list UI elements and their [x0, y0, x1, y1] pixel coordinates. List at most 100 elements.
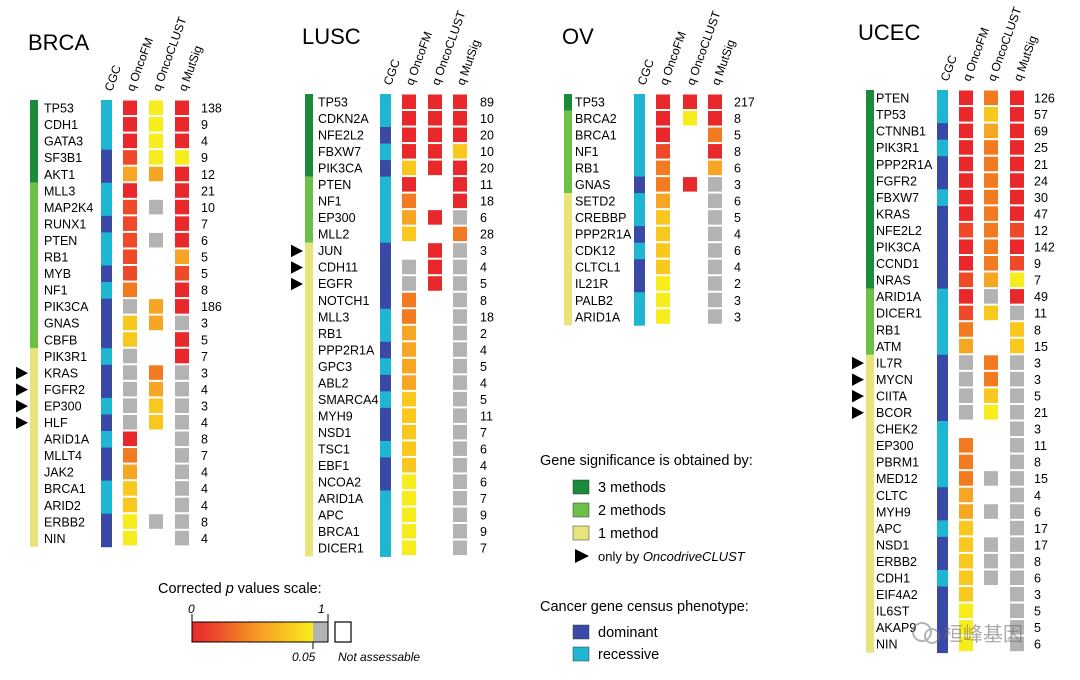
gene-row: MYH9 6	[876, 503, 1041, 521]
q-sig-cell	[1010, 371, 1024, 387]
q-sig-cell	[1010, 471, 1024, 486]
q-clust-cell	[428, 127, 442, 143]
cgc-cell	[101, 149, 112, 167]
legend-label: dominant	[598, 625, 658, 641]
gene-row: NF1 8	[44, 282, 208, 299]
gene-label: TP53	[575, 96, 605, 110]
cgc-cell	[380, 440, 391, 458]
q-fm-cell	[123, 266, 137, 281]
gene-label: ARID1A	[318, 492, 364, 506]
q-fm-cell	[959, 537, 973, 552]
mutation-count: 3	[201, 317, 208, 331]
q-clust-cell	[428, 210, 442, 225]
gene-label: PTEN	[876, 92, 909, 106]
gene-row: PIK3CA 186	[44, 298, 222, 316]
q-fm-cell	[959, 256, 973, 271]
gene-label: APC	[318, 509, 344, 523]
gene-row: APC 17	[876, 520, 1048, 538]
gene-row: PTEN 11	[318, 176, 493, 194]
q-sig-cell	[708, 160, 722, 176]
gene-row: BRCA1 5	[575, 127, 741, 144]
q-sig-cell	[453, 111, 467, 126]
gene-label: IL7R	[876, 356, 902, 370]
cgc-cell	[937, 189, 948, 207]
gene-row: FGFR2 4	[16, 381, 208, 399]
q-sig-cell	[453, 226, 467, 242]
gene-label: ARID2	[44, 499, 81, 513]
q-sig-cell	[175, 530, 189, 546]
q-fm-cell	[402, 325, 416, 341]
mutation-count: 4	[480, 459, 487, 473]
cgc-cell	[937, 222, 948, 240]
gene-label: SETD2	[575, 195, 615, 209]
mutation-count: 138	[201, 102, 222, 116]
cgc-cell	[380, 523, 391, 541]
cgc-cell	[380, 94, 391, 111]
q-fm-cell	[959, 305, 973, 321]
gene-label: PTEN	[318, 178, 351, 192]
q-fm-cell	[402, 210, 416, 225]
mutation-count: 7	[201, 350, 208, 364]
q-fm-cell	[959, 206, 973, 221]
gene-label: ABL2	[318, 376, 349, 390]
arrow-legend-label: only by OncodriveCLUST	[598, 549, 746, 564]
mutation-count: 4	[201, 466, 208, 480]
mutation-count: 7	[1034, 274, 1041, 288]
q-clust-cell	[984, 256, 998, 271]
q-fm-cell	[959, 90, 973, 106]
mutation-count: 3	[201, 399, 208, 413]
mutation-count: 12	[201, 168, 215, 182]
gene-label: CBFB	[44, 333, 77, 347]
gene-row: PALB2 3	[575, 292, 741, 310]
q-clust-cell	[984, 222, 998, 238]
q-fm-cell	[959, 587, 973, 602]
gene-label: TP53	[876, 108, 906, 122]
gene-label: EP300	[44, 399, 82, 413]
gene-label: FBXW7	[876, 191, 919, 205]
mutation-count: 5	[480, 393, 487, 407]
q-sig-cell	[1010, 289, 1024, 304]
q-fm-cell	[123, 150, 137, 165]
pvalue-gradient	[192, 622, 313, 642]
q-fm-cell	[402, 193, 416, 209]
gene-row: PIK3CA 142	[876, 238, 1055, 256]
cgc-cell	[380, 457, 391, 475]
cgc-cell	[937, 354, 948, 372]
gene-label: NFE2L2	[318, 129, 364, 143]
q-fm-cell	[123, 464, 137, 480]
q-fm-cell	[123, 199, 137, 215]
cgc-cell	[937, 139, 948, 157]
gene-row: PPP2R1A 4	[575, 226, 741, 244]
q-clust-cell	[428, 111, 442, 126]
mutation-count: 3	[1034, 373, 1041, 387]
mutation-count: 3	[734, 294, 741, 308]
cgc-cell	[937, 272, 948, 289]
gene-label: JAK2	[44, 466, 74, 480]
q-clust-cell	[984, 156, 998, 172]
mutation-count: 89	[480, 96, 494, 110]
q-clust-cell	[428, 160, 442, 176]
q-sig-cell	[453, 408, 467, 423]
gene-row: NF1 18	[318, 193, 494, 211]
gene-row: DICER1 7	[318, 540, 487, 557]
q-fm-cell	[123, 299, 137, 314]
gene-row: MAP2K4 10	[44, 199, 215, 217]
gene-label: BRCA1	[575, 129, 617, 143]
q-sig-cell	[1010, 587, 1024, 602]
gene-label: MYH9	[318, 409, 353, 423]
q-sig-cell	[1010, 272, 1024, 288]
gene-label: APC	[876, 522, 902, 536]
gene-row: TSC1 6	[318, 440, 487, 458]
column-header: CGC	[381, 57, 403, 87]
q-sig-cell	[175, 166, 189, 182]
q-fm-cell	[402, 144, 416, 159]
gene-label: CHEK2	[876, 423, 918, 437]
gene-row: CREBBP 5	[575, 209, 741, 227]
clust-only-arrow-icon	[291, 261, 303, 274]
q-sig-cell	[453, 540, 467, 556]
cgc-cell	[937, 520, 948, 538]
cgc-cell	[101, 116, 112, 134]
mutation-count: 5	[201, 267, 208, 281]
